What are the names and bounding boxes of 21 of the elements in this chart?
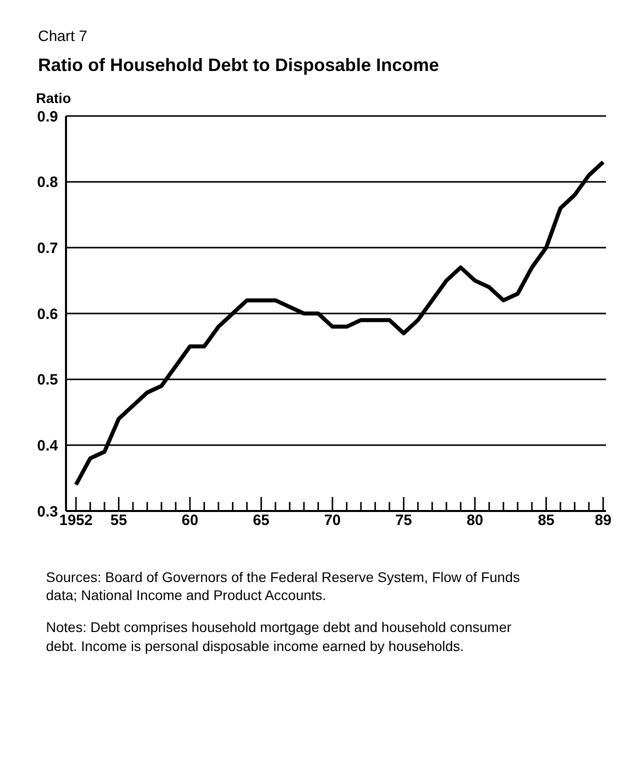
y-tick-label: 0.5 — [37, 372, 58, 389]
chart-subtitle: Chart 7 — [38, 28, 88, 45]
x-tick-label: 65 — [252, 512, 270, 529]
x-tick-label: 85 — [538, 512, 554, 529]
x-tick-label: 75 — [395, 512, 412, 529]
source-note: Sources: Board of Governors of the Federal Reserve System, Flow of Funds data; National Income and Product Accounts. — [46, 568, 521, 604]
x-tick-label: 60 — [182, 512, 198, 529]
x-tick-label: 70 — [324, 512, 341, 529]
x-tick-label: 1952 — [59, 512, 93, 529]
text: Notes: Debt comprises household mortgage debt and household consumer debt. Income is personal disposable income earned by households. — [46, 618, 512, 655]
chart-title: Ratio of Household Debt to Disposable Income — [38, 55, 440, 76]
x-tick-label: 80 — [466, 512, 484, 529]
y-tick-label: 0.9 — [37, 108, 58, 126]
y-tick-label: 0.4 — [37, 437, 59, 454]
x-tick-label: 89 — [594, 512, 612, 529]
x-tick-label: 55 — [110, 512, 128, 529]
y-tick-label: 0.7 — [37, 240, 58, 257]
y-tick-label: 0.8 — [37, 174, 58, 192]
y-tick-label: 0.3 — [37, 503, 58, 520]
y-tick-label: 0.6 — [37, 306, 58, 323]
y-axis-title: Ratio — [36, 90, 72, 106]
